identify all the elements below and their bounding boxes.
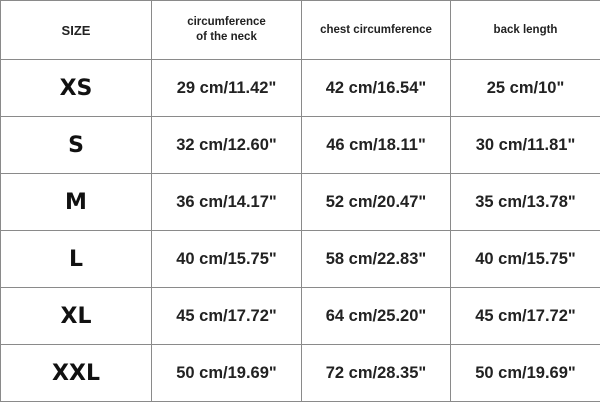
table-row: XL 45 cm/17.72" 64 cm/25.20" 45 cm/17.72"	[0, 287, 600, 345]
neck-cell: 45 cm/17.72"	[151, 287, 302, 345]
size-cell: L	[0, 230, 152, 288]
back-cell: 45 cm/17.72"	[450, 287, 600, 345]
header-size: SIZE	[0, 0, 152, 60]
header-chest: chest circumference	[301, 0, 451, 60]
table-row: XS 29 cm/11.42" 42 cm/16.54" 25 cm/10"	[0, 59, 600, 117]
size-cell: XS	[0, 59, 152, 117]
back-cell: 40 cm/15.75"	[450, 230, 600, 288]
back-cell: 30 cm/11.81"	[450, 116, 600, 174]
header-label: circumference of the neck	[187, 16, 266, 43]
neck-cell: 29 cm/11.42"	[151, 59, 302, 117]
size-cell: S	[0, 116, 152, 174]
table-row: XXL 50 cm/19.69" 72 cm/28.35" 50 cm/19.69"	[0, 344, 600, 402]
chest-cell: 72 cm/28.35"	[301, 344, 451, 402]
chest-cell: 64 cm/25.20"	[301, 287, 451, 345]
chest-cell: 46 cm/18.11"	[301, 116, 451, 174]
chest-cell: 42 cm/16.54"	[301, 59, 451, 117]
neck-cell: 40 cm/15.75"	[151, 230, 302, 288]
chest-cell: 52 cm/20.47"	[301, 173, 451, 231]
header-label: chest circumference	[320, 23, 432, 36]
size-cell: XXL	[0, 344, 152, 402]
header-label: SIZE	[61, 22, 91, 38]
back-cell: 35 cm/13.78"	[450, 173, 600, 231]
header-neck: circumference of the neck	[151, 0, 302, 60]
header-back: back length	[450, 0, 600, 60]
neck-cell: 32 cm/12.60"	[151, 116, 302, 174]
chest-cell: 58 cm/22.83"	[301, 230, 451, 288]
header-label: back length	[493, 23, 558, 36]
neck-cell: 50 cm/19.69"	[151, 344, 302, 402]
table-row: S 32 cm/12.60" 46 cm/18.11" 30 cm/11.81"	[0, 116, 600, 174]
neck-cell: 36 cm/14.17"	[151, 173, 302, 231]
table-row: L 40 cm/15.75" 58 cm/22.83" 40 cm/15.75"	[0, 230, 600, 288]
size-cell: XL	[0, 287, 152, 345]
table-row: M 36 cm/14.17" 52 cm/20.47" 35 cm/13.78"	[0, 173, 600, 231]
back-cell: 50 cm/19.69"	[450, 344, 600, 402]
size-cell: M	[0, 173, 152, 231]
back-cell: 25 cm/10"	[450, 59, 600, 117]
header-row: SIZE circumference of the neck chest cir…	[0, 0, 600, 60]
